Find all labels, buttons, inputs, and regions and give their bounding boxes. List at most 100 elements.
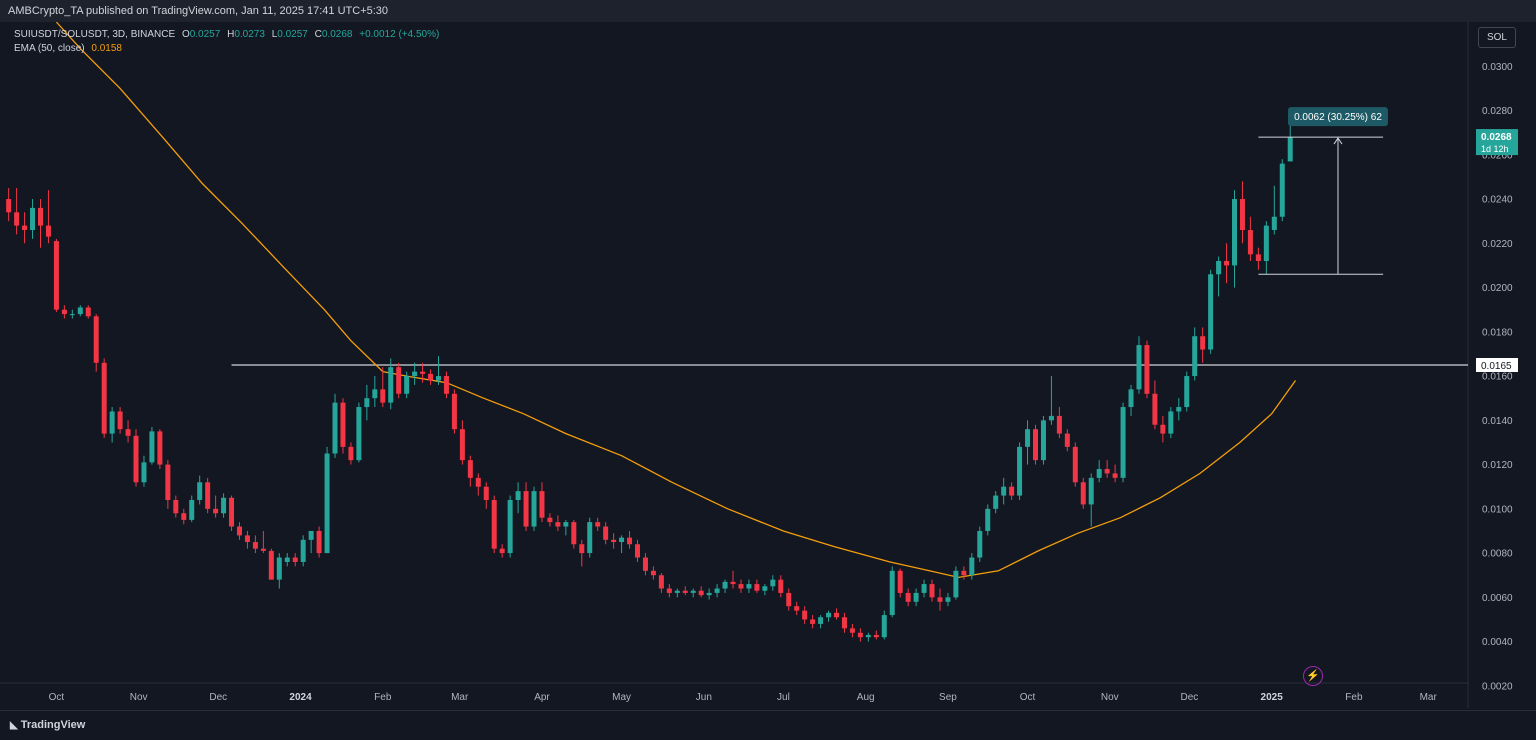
x-tick-label: Jun <box>696 692 712 703</box>
candle-body <box>316 530 322 554</box>
candle-body <box>905 592 911 602</box>
candle-body <box>1112 473 1118 478</box>
candle-body <box>348 446 354 461</box>
candle-body <box>125 429 131 436</box>
candle-body <box>834 612 840 618</box>
y-tick-label: 0.0200 <box>1482 283 1513 294</box>
x-tick-label: Aug <box>857 692 875 703</box>
candle-body <box>587 522 593 554</box>
candle-body <box>300 539 306 562</box>
candle-body <box>1247 230 1253 255</box>
level-price-tag <box>1476 358 1518 372</box>
candle-body <box>778 579 784 593</box>
x-tick-label: Jul <box>777 692 790 703</box>
candle-body <box>611 539 617 543</box>
footer-bar: ◣ TradingView <box>0 710 1536 740</box>
y-tick-label: 0.0120 <box>1482 460 1513 471</box>
candle-body <box>1048 415 1054 421</box>
y-tick-label: 0.0020 <box>1482 681 1513 692</box>
candle-body <box>1009 486 1015 496</box>
publish-bar: AMBCrypto_TA published on TradingView.co… <box>0 0 1536 22</box>
candle-body <box>921 584 927 593</box>
y-tick-label: 0.0100 <box>1482 504 1513 515</box>
candle-body <box>841 617 847 629</box>
candle-body <box>706 592 712 596</box>
candle-body <box>244 535 250 543</box>
candle-body <box>563 522 569 527</box>
y-tick-label: 0.0260 <box>1482 150 1513 161</box>
compare-symbol-button[interactable]: SOL <box>1478 27 1516 48</box>
tradingview-logo-icon[interactable]: ◣ TradingView <box>10 719 86 731</box>
candle-body <box>658 575 664 589</box>
candle-body <box>1128 389 1134 408</box>
candle-body <box>30 207 36 231</box>
candle-body <box>619 537 625 543</box>
candle-body <box>276 557 282 580</box>
candle-body <box>603 526 609 540</box>
candle-body <box>1255 254 1261 261</box>
candle-body <box>1216 260 1222 275</box>
candle-body <box>897 570 903 593</box>
candle-body <box>6 199 12 213</box>
x-tick-label: Nov <box>130 692 148 703</box>
candle-body <box>93 316 99 363</box>
candle-body <box>308 530 314 540</box>
candle-body <box>1136 345 1142 390</box>
candle-body <box>292 557 298 562</box>
candle-body <box>467 460 473 478</box>
candle-body <box>14 212 20 226</box>
x-tick-label: Nov <box>1101 692 1119 703</box>
ema-label[interactable]: EMA (50, close) <box>14 43 85 54</box>
y-tick-label: 0.0220 <box>1482 239 1513 250</box>
candle-body <box>515 491 521 500</box>
y-tick-label: 0.0060 <box>1482 593 1513 604</box>
candle-body <box>595 522 601 527</box>
candle-body <box>189 499 195 520</box>
candle-body <box>555 522 561 527</box>
candle-body <box>443 376 449 394</box>
candle-body <box>642 557 648 571</box>
candle-body <box>1017 446 1023 496</box>
candle-body <box>356 407 362 461</box>
candle-body <box>634 544 640 558</box>
candle-body <box>698 590 704 596</box>
x-tick-label: Dec <box>1180 692 1198 703</box>
candle-body <box>1263 225 1269 261</box>
measure-label-box <box>1287 107 1388 127</box>
candle-body <box>252 542 258 549</box>
high-value: 0.0273 <box>234 29 265 40</box>
candle-body <box>969 557 975 576</box>
candle-body <box>1120 407 1126 478</box>
candle-body <box>85 307 91 317</box>
y-tick-label: 0.0080 <box>1482 549 1513 560</box>
candle-body <box>133 435 139 483</box>
y-tick-label: 0.0240 <box>1482 195 1513 206</box>
candle-body <box>1056 415 1062 434</box>
candle-body <box>523 491 529 527</box>
candle-body <box>404 376 410 394</box>
candle-body <box>953 570 959 598</box>
symbol-label[interactable]: SUIUSDT/SOLUSDT, 3D, BINANCE <box>14 29 176 40</box>
candle-body <box>929 584 935 598</box>
x-tick-label: Sep <box>939 692 957 703</box>
y-tick-label: 0.0040 <box>1482 637 1513 648</box>
candle-body <box>579 544 585 554</box>
ema-legend: EMA (50, close) 0.0158 <box>14 43 122 54</box>
candle-body <box>507 499 513 554</box>
candle-body <box>380 389 386 403</box>
candle-body <box>1080 482 1086 505</box>
candle-body <box>1176 407 1182 412</box>
ema-line <box>55 21 1297 579</box>
candle-body <box>1025 429 1031 447</box>
candle-body <box>539 491 545 518</box>
candle-body <box>794 606 800 611</box>
candle-body <box>364 398 370 408</box>
candle-body <box>770 579 776 587</box>
candle-body <box>396 367 402 394</box>
candle-body <box>1144 345 1150 394</box>
lightning-icon[interactable]: ⚡ <box>1303 666 1323 686</box>
candle-body <box>1192 336 1198 377</box>
candle-body <box>324 453 330 554</box>
y-tick-label: 0.0300 <box>1482 62 1513 73</box>
